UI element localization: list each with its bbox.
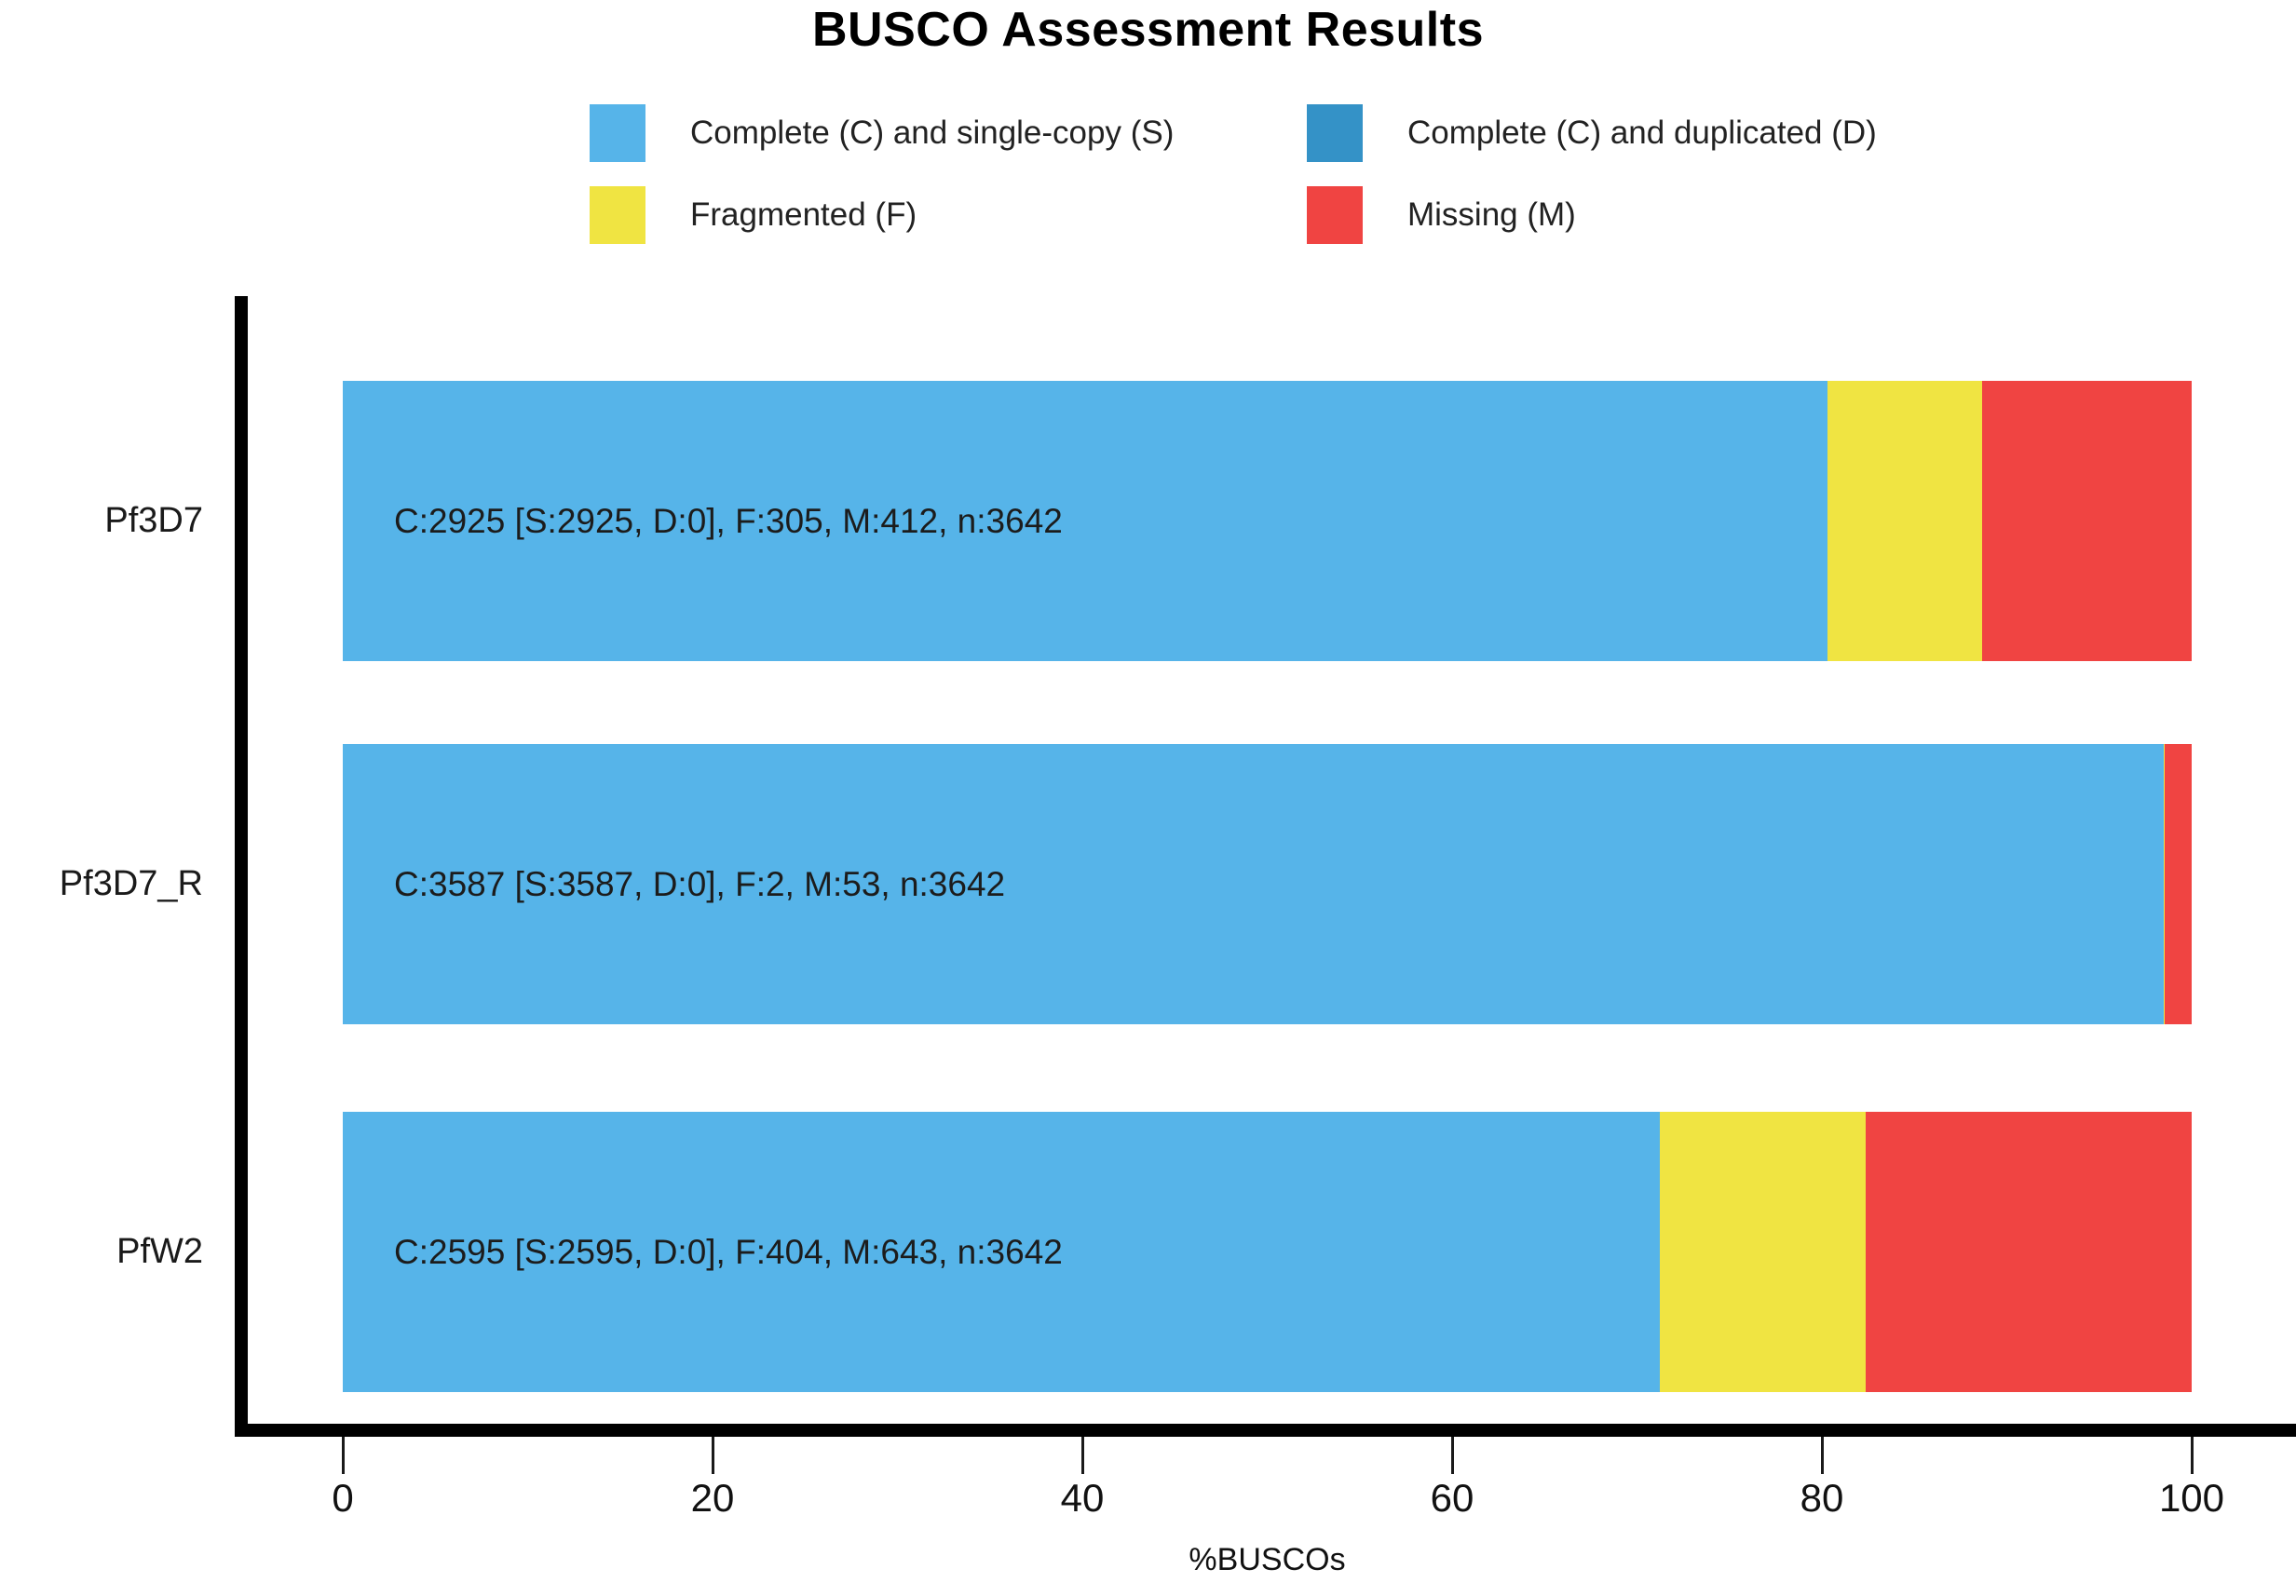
bar-value-label: C:2925 [S:2925, D:0], F:305, M:412, n:36…: [394, 501, 1063, 540]
legend-item: Complete (C) and duplicated (D): [1307, 104, 1877, 162]
x-axis-tick-mark: [711, 1437, 714, 1474]
stacked-bar: C:3587 [S:3587, D:0], F:2, M:53, n:3642: [343, 744, 2192, 1024]
legend-swatch-icon: [1307, 104, 1363, 162]
stacked-bar: C:2595 [S:2595, D:0], F:404, M:643, n:36…: [343, 1112, 2192, 1392]
legend-label: Complete (C) and single-copy (S): [690, 115, 1175, 151]
legend-label: Fragmented (F): [690, 196, 917, 233]
x-axis-tick-mark: [2190, 1437, 2194, 1474]
bar-segment: [343, 381, 1828, 661]
legend-item: Complete (C) and single-copy (S): [590, 104, 1174, 162]
x-axis-tick-mark: [1450, 1437, 1454, 1474]
x-axis-tick-mark: [1080, 1437, 1084, 1474]
legend-label: Missing (M): [1407, 196, 1576, 233]
x-axis-tick-label: 80: [1800, 1476, 1844, 1520]
legend-item: Fragmented (F): [590, 186, 917, 244]
bar-segment: [1827, 381, 1983, 661]
bar-segment: [1660, 1112, 1866, 1392]
bar-segment: [1865, 1112, 2192, 1392]
x-axis-tick-label: 60: [1430, 1476, 1474, 1520]
x-axis-tick-mark: [341, 1437, 345, 1474]
bar-segment: [2164, 744, 2166, 1024]
y-axis-category-label: Pf3D7_R: [59, 864, 203, 903]
x-axis-tick-label: 100: [2158, 1476, 2225, 1520]
bar-segment: [2165, 744, 2192, 1024]
x-axis-tick-mark: [1820, 1437, 1824, 1474]
chart-title: BUSCO Assessment Results: [812, 3, 1484, 57]
legend-swatch-icon: [1307, 186, 1363, 244]
legend-item: Missing (M): [1307, 186, 1576, 244]
bar-segment: [1982, 381, 2192, 661]
y-axis-category-label: Pf3D7: [104, 501, 203, 540]
x-axis-tick-label: 0: [332, 1476, 354, 1520]
x-axis-title: %BUSCOs: [1189, 1542, 1346, 1577]
x-axis-line: [235, 1424, 2296, 1437]
legend-swatch-icon: [590, 186, 645, 244]
x-axis-tick-label: 40: [1060, 1476, 1105, 1520]
legend-label: Complete (C) and duplicated (D): [1407, 115, 1877, 151]
stacked-bar: C:2925 [S:2925, D:0], F:305, M:412, n:36…: [343, 381, 2192, 661]
y-axis-category-label: PfW2: [116, 1232, 203, 1271]
bar-value-label: C:2595 [S:2595, D:0], F:404, M:643, n:36…: [394, 1232, 1063, 1271]
y-axis-line: [235, 296, 248, 1437]
bar-segment: [343, 1112, 1661, 1392]
x-axis-tick-label: 20: [690, 1476, 735, 1520]
legend-swatch-icon: [590, 104, 645, 162]
bar-value-label: C:3587 [S:3587, D:0], F:2, M:53, n:3642: [394, 864, 1006, 903]
bar-segment: [343, 744, 2165, 1024]
